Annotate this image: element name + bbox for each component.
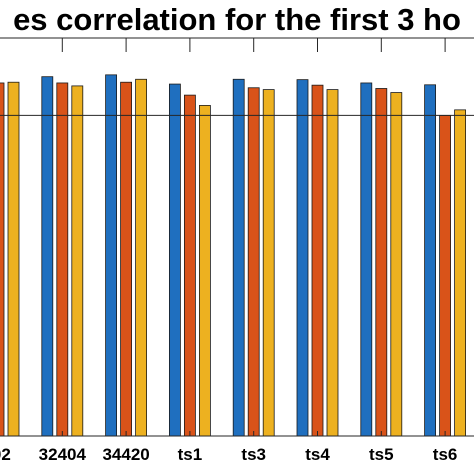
bar-ts5-series1 [360,82,373,437]
bar-ts3-series3 [262,89,275,437]
x-tick-label: -02 [0,445,11,464]
bar-ts6-series1 [424,84,437,437]
x-tick-label: 32404 [39,445,87,464]
bar-402-series2 [0,82,5,437]
bar-ts1-series3 [198,105,211,437]
bar-ts4-series1 [296,79,309,437]
x-tick-label: ts3 [241,445,266,464]
bar-ts5-series3 [390,92,403,437]
bar-34420-series2 [120,81,132,437]
x-tick-label: ts5 [369,445,394,464]
x-tick-labels: -02 32404 34420 ts1 ts3 ts4 ts5 ts6 [0,445,457,464]
bar-ts4-series2 [311,84,324,437]
x-tick-label: ts4 [305,445,330,464]
x-tick-label: ts1 [178,445,203,464]
bar-32404-series3 [71,85,84,437]
x-tick-label: ts6 [433,445,458,464]
bar-ts3-series2 [247,87,260,437]
chart-title: es correlation for the first 3 ho [13,2,461,37]
bar-34420-series1 [105,74,117,437]
bar-ts1-series1 [168,83,181,437]
bar-ts6-series3 [454,109,467,437]
bar-402-series3 [7,81,20,437]
bar-ts5-series2 [375,88,388,437]
bar-ts3-series1 [232,78,245,437]
bars-group [0,74,467,437]
bar-34420-series3 [135,78,148,437]
x-tick-label: 34420 [102,445,149,464]
bar-32404-series1 [41,76,54,437]
bar-ts1-series2 [183,94,196,437]
bar-ts6-series2 [439,114,452,437]
bar-32404-series2 [56,82,69,437]
bar-ts4-series3 [326,89,339,437]
